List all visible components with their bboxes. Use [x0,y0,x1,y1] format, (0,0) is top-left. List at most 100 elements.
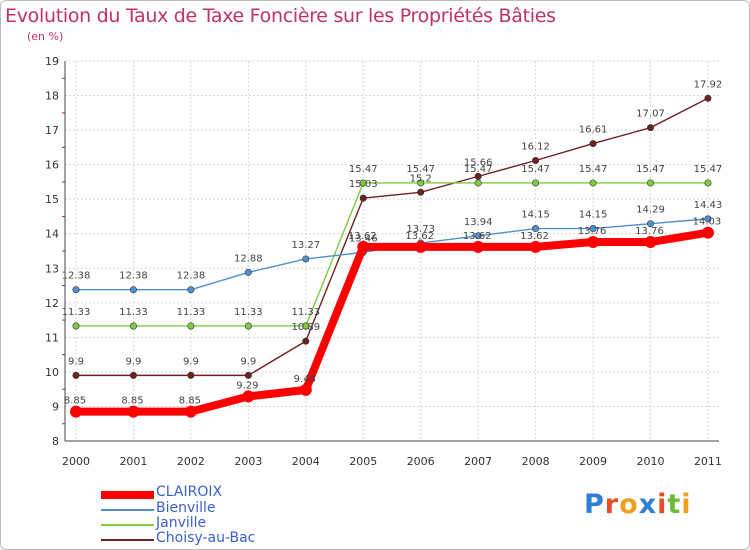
data-point [187,371,195,379]
data-point [646,220,654,228]
data-label: 15.47 [406,164,435,175]
data-point [589,140,597,148]
data-label: 9.9 [125,356,141,367]
data-label: 13.62 [405,231,434,242]
x-tick-label: 2008 [522,455,550,468]
data-point [587,236,600,249]
series-line-clairoix [76,228,709,416]
chart-subtitle: (en %) [27,30,64,43]
data-point [72,322,80,330]
legend-label-choisy-au-bac: Choisy-au-Bac [156,530,256,546]
legend-line-bienville [101,509,154,511]
data-label: 8.85 [121,396,143,407]
data-point [589,179,597,187]
data-label: 11.33 [234,307,263,318]
data-label: 13.94 [464,217,493,228]
data-point [302,337,310,345]
y-tick-label: 17 [45,124,59,137]
axes: 8 9 10 11 12 13 14 15 16 17 18 19 2000 2001 2002 2003 20… [45,55,722,468]
data-point [417,179,425,187]
data-point [532,179,540,187]
data-point [127,405,140,418]
y-tick-label: 10 [45,366,59,379]
logo-letter: t [667,489,682,520]
data-label: 15.47 [521,164,550,175]
data-label: 13.62 [520,231,549,242]
data-label: 13.62 [463,231,492,242]
legend-line-clairoix [101,491,154,499]
data-label: 11.33 [177,307,206,318]
legend-line-choisy-au-bac [101,539,154,541]
data-label: 13.73 [406,224,435,235]
data-label: 9.29 [236,380,258,391]
data-label: 14.15 [521,210,550,221]
data-point [701,226,714,239]
data-label: 9.9 [240,356,256,367]
x-tick-label: 2010 [637,455,665,468]
data-label: 15.47 [349,164,378,175]
y-tick-label: 19 [45,55,59,68]
data-point [244,268,252,276]
x-tick-label: 2006 [407,455,435,468]
chart-title: Evolution du Taux de Taxe Foncière sur l… [5,5,556,27]
data-point [359,179,367,187]
data-label: 9.48 [294,374,316,385]
data-label: 12.88 [234,253,263,264]
data-point [529,240,542,253]
data-label: 10.89 [291,322,320,333]
data-label: 13.76 [578,226,607,237]
data-label: 15.47 [636,164,665,175]
data-label: 17.92 [694,79,723,90]
data-point [244,322,252,330]
logo-letter: P [584,489,605,520]
data-label: 14.03 [693,217,722,228]
data-point [417,188,425,196]
y-tick-label: 13 [45,262,59,275]
data-point [359,194,367,202]
data-point [472,240,485,253]
data-label: 13.62 [348,231,377,242]
x-tick-label: 2001 [119,455,147,468]
data-label: 13.27 [291,240,320,251]
data-label: 14.15 [579,210,608,221]
data-label: 15.2 [410,173,432,184]
data-label: 9.9 [68,356,84,367]
legend-line-janville [101,524,154,526]
x-tick-label: 2005 [349,455,377,468]
data-point [646,179,654,187]
data-label: 14.43 [694,200,723,211]
legend-label-bienville: Bienville [156,500,216,516]
data-label: 14.29 [636,205,665,216]
logo-letter: x [638,489,658,520]
series-layer [70,94,714,418]
data-point [646,124,654,132]
data-point [129,286,137,294]
logo-letter: r [604,489,620,520]
x-tick-label: 2011 [694,455,722,468]
proxiti-logo: Proxiti [584,489,692,520]
data-label: 16.12 [521,141,550,152]
data-label: 12.38 [177,271,206,282]
x-tick-label: 2004 [292,455,320,468]
y-tick-label: 8 [52,435,59,448]
logo-letter: o [619,489,639,520]
legend-label-janville: Janville [156,515,207,531]
x-tick-label: 2003 [234,455,262,468]
data-point [474,179,482,187]
data-label: 11.33 [119,307,148,318]
data-label: 15.03 [349,179,378,190]
series-line-bienville [76,218,709,291]
data-point [704,179,712,187]
data-point [244,371,252,379]
data-point [187,286,195,294]
data-point [302,322,310,330]
data-point [532,156,540,164]
data-point [184,405,197,418]
data-label: 15.47 [579,164,608,175]
y-tick-label: 12 [45,297,59,310]
data-label: 8.85 [179,396,201,407]
data-point [129,322,137,330]
logo-letter: i [681,489,692,520]
data-label: 15.47 [464,164,493,175]
